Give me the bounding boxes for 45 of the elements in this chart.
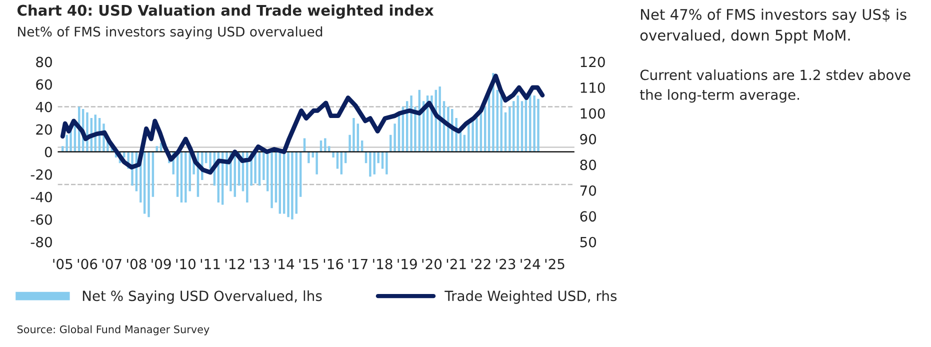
- y2-tick-label: 90: [580, 134, 596, 144]
- y-tick-label: -40: [30, 192, 52, 202]
- x-tick-label: '22: [472, 258, 490, 270]
- y2-tick-label: 110: [580, 82, 605, 93]
- x-tick-label: '11: [200, 258, 220, 270]
- y2-tick-label: 50: [580, 236, 596, 248]
- text: Current valuations are 1.2 stdev above the long-term average.: [640, 69, 910, 103]
- x-tick-label: '06: [78, 258, 98, 270]
- x-tick-label: '12: [225, 258, 244, 270]
- x-tick-label: '16: [324, 258, 344, 270]
- y-tick-label: 0: [44, 146, 52, 158]
- text: Net 47% of FMS investors say US$ is overvalued, down 5ppt MoM.: [640, 8, 906, 44]
- x-tick-label: '13: [250, 258, 270, 270]
- x-tick-label: '07: [102, 258, 122, 270]
- y-tick-label: 20: [36, 124, 52, 135]
- y2-tick-label: 60: [580, 211, 596, 222]
- x-tick-label: '25: [545, 258, 564, 270]
- x-tick-label: '19: [398, 258, 417, 270]
- x-tick-label: '09: [152, 258, 171, 270]
- x-tick-label: '20: [422, 258, 442, 270]
- x-tick-label: '23: [496, 258, 516, 270]
- x-tick-label: '18: [373, 258, 392, 270]
- y2-tick-label: 100: [580, 108, 605, 119]
- x-tick-label: '10: [176, 258, 196, 270]
- y2-tick-label: 70: [580, 185, 596, 196]
- y-tick-label: -20: [30, 169, 52, 180]
- x-tick-label: '05: [53, 258, 72, 270]
- y-tick-label: 40: [36, 102, 52, 112]
- chart-subtitle: Net% of FMS investors saying USD overvalued: [18, 26, 322, 40]
- legend-label: Net % Saying USD Overvalued, lhs: [82, 290, 322, 304]
- y-tick-label: -60: [30, 214, 52, 225]
- x-tick-label: '08: [127, 258, 146, 270]
- x-tick-label: '24: [520, 258, 540, 270]
- y-tick-label: 60: [36, 79, 52, 90]
- y-tick-label: 80: [36, 56, 52, 68]
- legend-label: Trade Weighted USD, rhs: [444, 290, 617, 304]
- x-tick-label: '15: [299, 258, 318, 270]
- chart-title: Chart 40: USD Valuation and Trade weighted index: [17, 4, 434, 19]
- x-tick-label: '17: [348, 258, 368, 270]
- x-tick-label: '14: [274, 258, 294, 270]
- y-tick-label: -80: [30, 236, 52, 248]
- x-tick-label: '21: [446, 258, 466, 270]
- y2-tick-label: 120: [580, 56, 605, 68]
- y2-tick-label: 80: [580, 160, 596, 170]
- source-note: Source: Global Fund Manager Survey: [17, 325, 210, 336]
